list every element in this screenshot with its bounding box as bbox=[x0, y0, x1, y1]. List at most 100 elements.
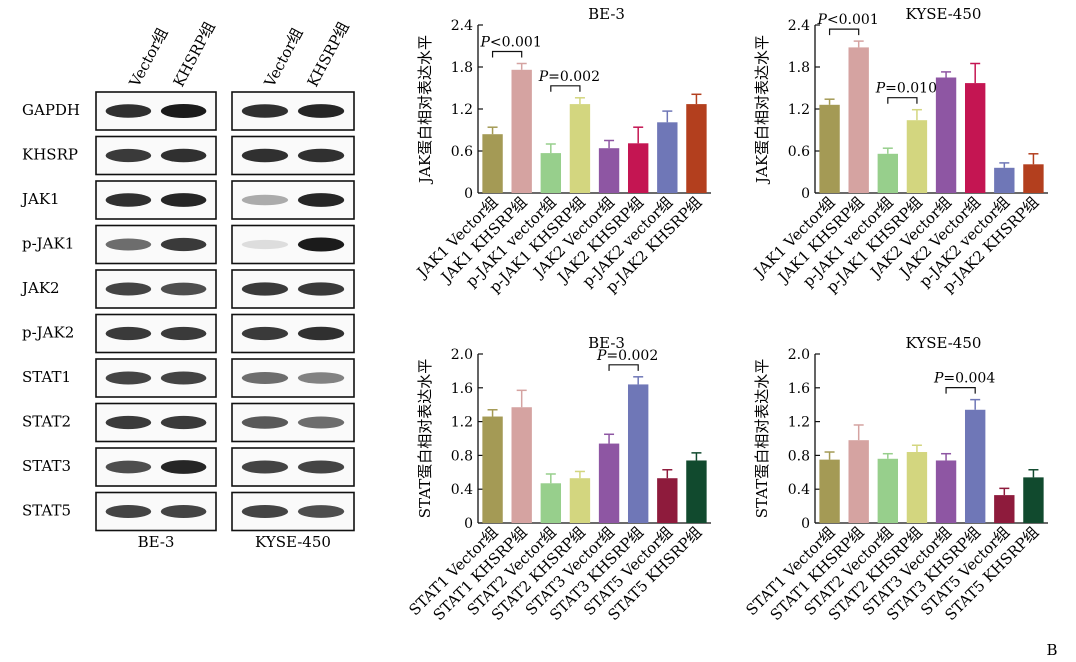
bar bbox=[598, 443, 620, 523]
chart-title: BE-3 bbox=[588, 334, 625, 352]
lane-label: KHSRP组 bbox=[170, 19, 219, 90]
bar bbox=[511, 69, 532, 193]
bar bbox=[569, 104, 591, 193]
protein-band bbox=[297, 237, 345, 252]
protein-band bbox=[297, 193, 345, 207]
y-tick-label: 0.4 bbox=[788, 482, 810, 498]
protein-band bbox=[297, 505, 345, 518]
bar bbox=[877, 458, 899, 523]
protein-label: JAK2 bbox=[20, 279, 60, 297]
bar bbox=[657, 122, 678, 193]
protein-band bbox=[297, 460, 345, 474]
protein-band bbox=[105, 505, 152, 518]
bar bbox=[627, 384, 649, 523]
y-tick-label: 0.6 bbox=[788, 144, 810, 160]
y-tick-label: 0.6 bbox=[451, 144, 473, 160]
protein-label: STAT1 bbox=[22, 368, 71, 386]
protein-label: GAPDH bbox=[22, 101, 80, 119]
significance-bracket bbox=[491, 50, 523, 58]
protein-band bbox=[160, 237, 207, 252]
lane-label: Vector组 bbox=[125, 25, 171, 91]
protein-label: KHSRP bbox=[22, 146, 78, 164]
protein-band bbox=[160, 326, 207, 341]
bar bbox=[819, 104, 840, 193]
protein-band bbox=[105, 193, 152, 207]
y-tick-label: 2.0 bbox=[788, 347, 810, 363]
p-value-label: P<0.001 bbox=[817, 12, 879, 28]
bar bbox=[906, 452, 928, 523]
significance-bracket bbox=[550, 85, 581, 92]
y-axis-label: JAK蛋白相对表达水平 bbox=[416, 35, 434, 185]
y-tick-label: 0 bbox=[464, 186, 473, 202]
protein-band bbox=[241, 505, 289, 518]
bar bbox=[935, 77, 957, 193]
y-tick-label: 2.4 bbox=[788, 18, 810, 34]
protein-band bbox=[160, 371, 207, 385]
significance-bracket bbox=[945, 387, 976, 394]
protein-band bbox=[241, 282, 289, 296]
protein-band bbox=[105, 371, 152, 385]
bar bbox=[657, 478, 678, 523]
protein-band bbox=[105, 148, 152, 163]
bar bbox=[627, 143, 649, 193]
panel-letter: B bbox=[1046, 641, 1057, 659]
y-tick-label: 0 bbox=[801, 516, 810, 532]
protein-band bbox=[241, 104, 289, 118]
y-tick-label: 0.8 bbox=[788, 448, 810, 464]
bar bbox=[994, 495, 1015, 523]
protein-band bbox=[297, 416, 345, 429]
protein-band bbox=[105, 460, 152, 474]
protein-band bbox=[160, 148, 207, 163]
y-tick-label: 2.0 bbox=[451, 347, 473, 363]
y-tick-label: 0 bbox=[464, 516, 473, 532]
y-tick-label: 1.2 bbox=[451, 415, 473, 431]
bar bbox=[686, 104, 707, 193]
protein-band bbox=[297, 148, 345, 163]
protein-band bbox=[297, 282, 345, 296]
bar bbox=[511, 407, 532, 523]
bar bbox=[994, 167, 1015, 193]
bar bbox=[964, 409, 986, 523]
protein-label: JAK1 bbox=[20, 190, 60, 208]
chart-title: KYSE-450 bbox=[906, 334, 982, 352]
significance-bracket bbox=[608, 364, 639, 371]
y-tick-label: 1.2 bbox=[788, 102, 810, 118]
cell-line-label: KYSE-450 bbox=[255, 533, 331, 551]
protein-band bbox=[160, 460, 207, 474]
chart-title: BE-3 bbox=[588, 5, 625, 23]
y-tick-label: 0.8 bbox=[451, 448, 473, 464]
significance-bracket bbox=[887, 97, 918, 104]
bar bbox=[819, 459, 840, 523]
bar bbox=[598, 148, 620, 193]
y-axis-label: JAK蛋白相对表达水平 bbox=[753, 35, 771, 185]
bar bbox=[686, 460, 707, 523]
protein-band bbox=[160, 193, 207, 207]
y-tick-label: 2.4 bbox=[451, 18, 473, 34]
p-value-label: P=0.002 bbox=[596, 348, 658, 364]
protein-band bbox=[241, 239, 289, 250]
p-value-label: P=0.002 bbox=[538, 69, 600, 85]
y-tick-label: 1.2 bbox=[451, 102, 473, 118]
protein-band bbox=[105, 415, 152, 430]
y-axis-label: STAT蛋白相对表达水平 bbox=[416, 359, 434, 518]
bar bbox=[569, 478, 591, 523]
protein-band bbox=[241, 372, 289, 384]
bar bbox=[848, 440, 869, 523]
protein-band bbox=[160, 282, 207, 296]
protein-band bbox=[241, 194, 289, 206]
p-value-label: P=0.010 bbox=[875, 81, 937, 97]
bar bbox=[482, 416, 503, 523]
cell-line-label: BE-3 bbox=[138, 533, 175, 551]
protein-band bbox=[160, 505, 207, 518]
protein-band bbox=[297, 372, 345, 384]
protein-band bbox=[105, 238, 152, 251]
protein-band bbox=[105, 282, 152, 296]
y-tick-label: 0 bbox=[801, 186, 810, 202]
protein-band bbox=[241, 326, 289, 341]
protein-band bbox=[297, 326, 345, 341]
